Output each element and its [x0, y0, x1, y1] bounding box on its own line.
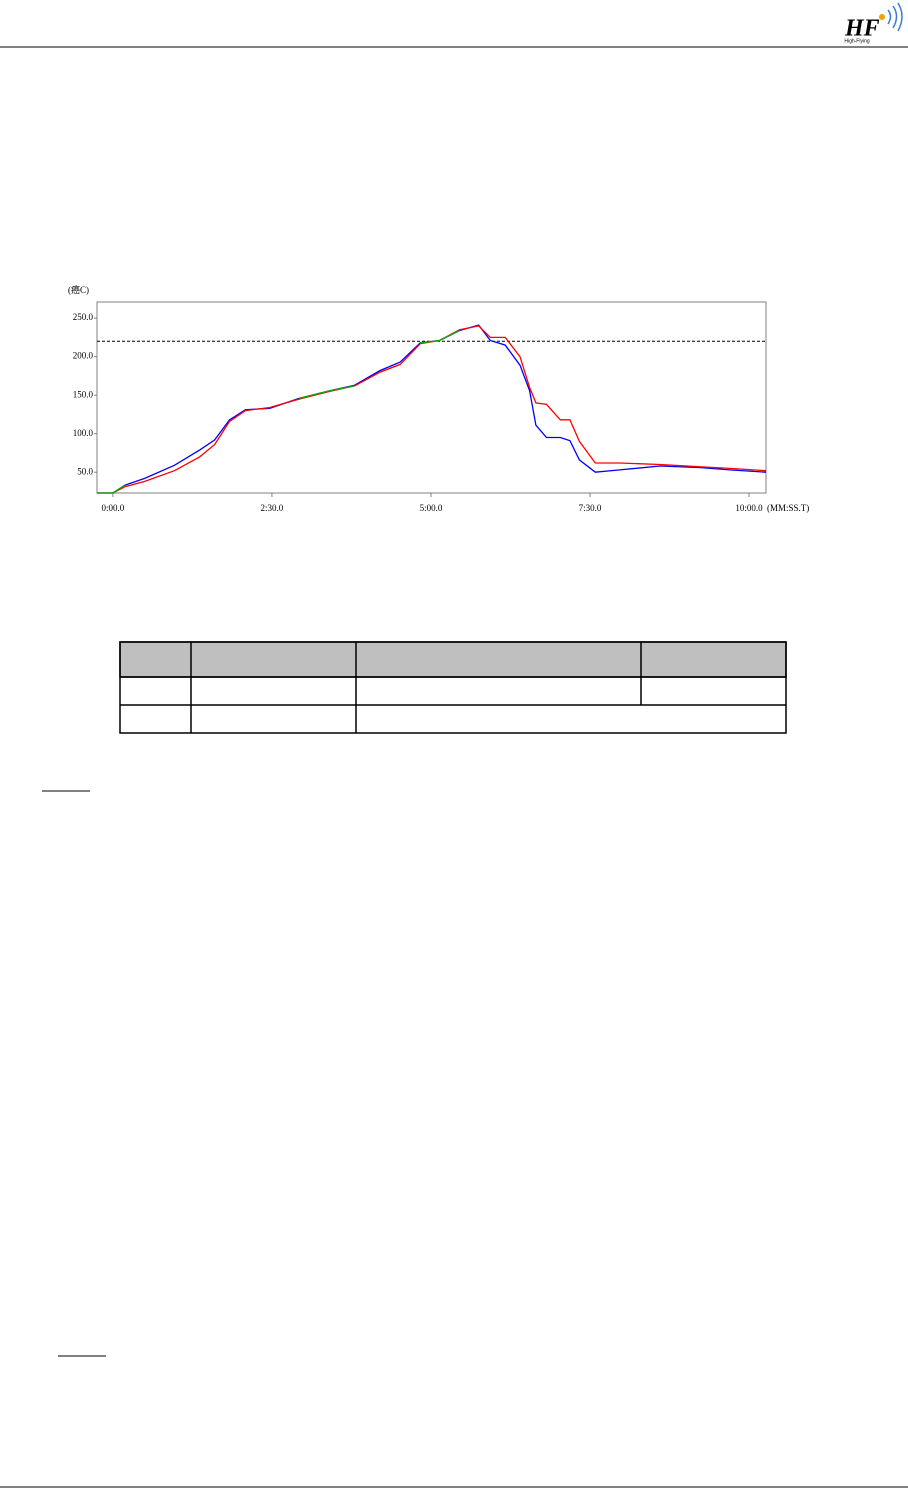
y-axis-label: (癌C)	[68, 284, 89, 295]
plot-frame	[96, 301, 767, 494]
logo-waves	[887, 2, 903, 32]
table	[119, 641, 787, 734]
table-border	[119, 641, 787, 734]
logo-dot	[879, 14, 885, 20]
y-tick-label: 50.0	[77, 466, 93, 476]
data-line	[97, 325, 767, 494]
x-axis-label: (MM:SS.T)	[767, 503, 809, 513]
x-tick-label: 2:30.0	[261, 503, 284, 513]
y-tick-label: 100.0	[73, 428, 94, 438]
y-tick-label: 150.0	[73, 389, 94, 399]
x-tick-label: 5:00.0	[420, 503, 443, 513]
logo-subtitle: High-Flying	[844, 38, 870, 44]
data-line	[97, 329, 460, 494]
data-line	[97, 324, 767, 494]
y-tick-label: 250.0	[73, 312, 94, 322]
chart: (癌C) 50.0 100.0 150.0 200.0 250.0 0:00.0 2:30.…	[68, 284, 809, 513]
x-tick-label: 10:00.0	[735, 503, 763, 513]
table-header-row	[119, 641, 787, 678]
logo: HF	[844, 16, 880, 42]
x-tick-label: 7:30.0	[579, 503, 602, 513]
y-tick-label: 200.0	[73, 351, 94, 361]
x-tick-label: 0:00.0	[102, 503, 125, 513]
